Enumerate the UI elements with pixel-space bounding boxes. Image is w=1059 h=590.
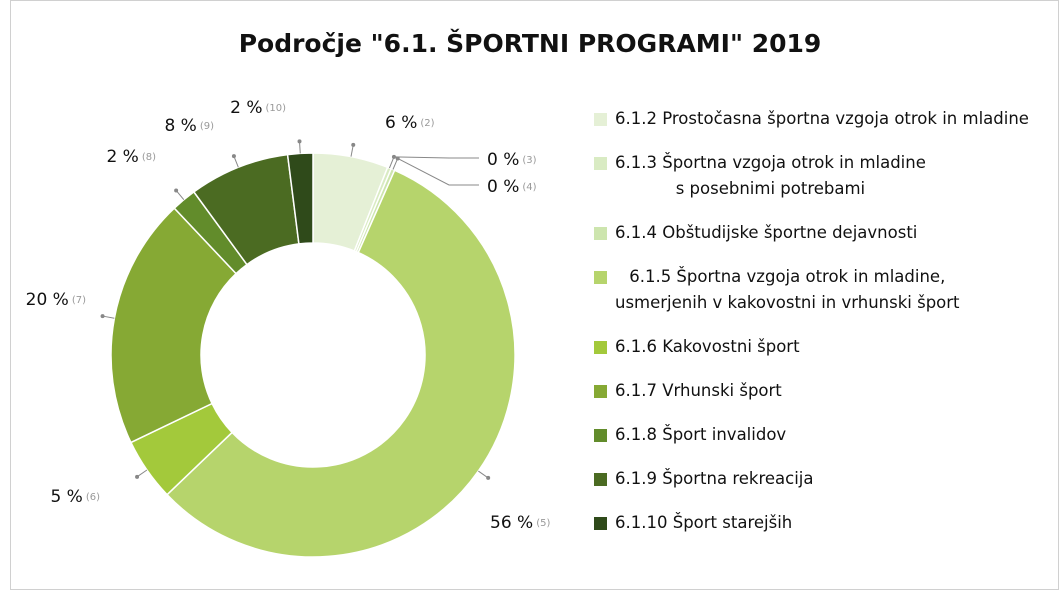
data-label-value: 0 %	[487, 150, 519, 170]
legend-swatch	[594, 157, 607, 170]
legend-swatch	[594, 473, 607, 486]
leader-line	[299, 141, 301, 154]
leader-line	[350, 144, 354, 157]
leader-dot	[231, 154, 236, 159]
leader-line	[388, 156, 479, 169]
data-label-value: 0 %	[487, 177, 519, 197]
data-label-note: (10)	[265, 103, 286, 114]
leader-dot	[391, 154, 396, 159]
data-label-value: 2 %	[230, 98, 262, 118]
data-label-note: (8)	[142, 152, 156, 163]
leader-line	[392, 157, 479, 186]
data-label-value: 20 %	[26, 290, 69, 310]
legend-swatch	[594, 113, 607, 126]
legend-label: 6.1.5 Športna vzgoja otrok in mladine, u…	[615, 267, 960, 312]
data-label: 2 % (8)	[106, 147, 156, 167]
legend-item: 6.1.10 Šport starejših	[590, 512, 1055, 536]
data-label: 2 % (10)	[230, 98, 286, 118]
data-label-note: (5)	[536, 518, 550, 529]
legend-swatch	[594, 517, 607, 530]
data-label-note: (9)	[200, 121, 214, 132]
legend-item: 6.1.6 Kakovostni šport	[590, 336, 1055, 360]
donut-slice	[165, 169, 516, 558]
legend-item: 6.1.4 Obštudijske športne dejavnosti	[590, 222, 1055, 246]
donut-slice	[110, 207, 238, 444]
legend-label: 6.1.9 Športna rekreacija	[615, 469, 814, 488]
legend-item: 6.1.3 Športna vzgoja otrok in mladine s …	[590, 152, 1055, 202]
legend: 6.1.2 Prostočasna športna vzgoja otrok i…	[590, 108, 1055, 556]
data-label-value: 8 %	[164, 116, 196, 136]
legend-label: 6.1.6 Kakovostni šport	[615, 337, 800, 356]
legend-swatch	[594, 341, 607, 354]
legend-label: 6.1.3 Športna vzgoja otrok in mladine s …	[615, 153, 926, 198]
data-label: 5 % (6)	[50, 487, 100, 507]
leader-line	[478, 470, 489, 479]
legend-item: 6.1.8 Šport invalidov	[590, 424, 1055, 448]
data-label: 0 % (3)	[487, 150, 537, 170]
legend-label: 6.1.10 Šport starejših	[615, 513, 793, 532]
legend-label: 6.1.8 Šport invalidov	[615, 425, 787, 444]
legend-label: 6.1.7 Vrhunski šport	[615, 381, 782, 400]
data-label-note: (3)	[522, 155, 536, 166]
data-label-value: 56 %	[490, 513, 533, 533]
data-label-value: 6 %	[385, 113, 417, 133]
data-label-note: (2)	[420, 118, 434, 129]
data-label: 8 % (9)	[164, 116, 214, 136]
legend-label: 6.1.2 Prostočasna športna vzgoja otrok i…	[615, 109, 1029, 128]
data-label-note: (4)	[522, 182, 536, 193]
legend-item: 6.1.2 Prostočasna športna vzgoja otrok i…	[590, 108, 1055, 132]
leader-dot	[100, 314, 105, 319]
leader-dot	[135, 474, 140, 479]
data-label-note: (7)	[72, 295, 86, 306]
data-label-value: 2 %	[106, 147, 138, 167]
legend-swatch	[594, 227, 607, 240]
leader-dot	[486, 475, 491, 480]
legend-item: 6.1.5 Športna vzgoja otrok in mladine, u…	[590, 266, 1055, 316]
leader-dot	[297, 139, 302, 144]
data-label: 56 % (5)	[490, 513, 550, 533]
legend-swatch	[594, 271, 607, 284]
data-label-note: (6)	[86, 492, 100, 503]
legend-swatch	[594, 429, 607, 442]
legend-label: 6.1.4 Obštudijske športne dejavnosti	[615, 223, 918, 242]
data-label-value: 5 %	[50, 487, 82, 507]
leader-dot	[174, 188, 179, 193]
donut-slice	[286, 152, 314, 245]
leader-dot	[395, 156, 400, 161]
legend-swatch	[594, 385, 607, 398]
legend-item: 6.1.9 Športna rekreacija	[590, 468, 1055, 492]
leader-dot	[351, 142, 356, 147]
data-label: 0 % (4)	[487, 177, 537, 197]
legend-item: 6.1.7 Vrhunski šport	[590, 380, 1055, 404]
data-label: 6 % (2)	[385, 113, 435, 133]
chart-title: Področje "6.1. ŠPORTNI PROGRAMI" 2019	[239, 28, 822, 58]
leader-line	[136, 469, 148, 478]
data-label: 20 % (7)	[26, 290, 86, 310]
